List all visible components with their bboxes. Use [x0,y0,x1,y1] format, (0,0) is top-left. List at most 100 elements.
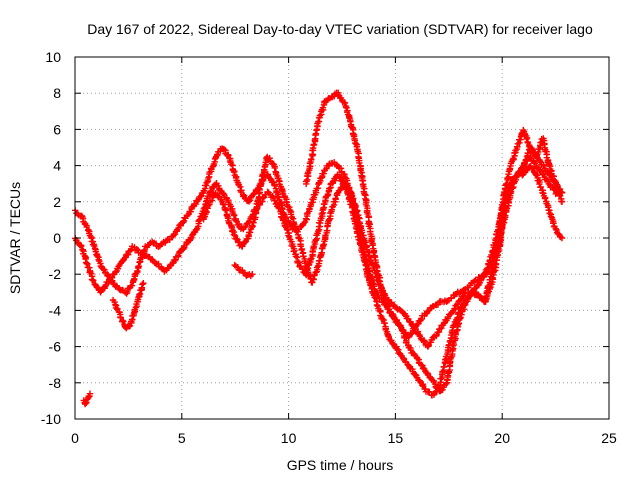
data-point [180,245,187,253]
axis-ticks: 0 5 10 15 20 25 -10 -8 -6 -4 -2 0 2 4 6 8 10 [41,49,617,446]
data-point [391,314,398,322]
data-point [284,203,292,210]
data-point [170,232,177,239]
x-tick-label: 15 [388,430,404,446]
data-point [249,271,256,278]
y-tick-label: 6 [53,121,61,137]
data-point [245,198,253,205]
data-point [373,301,381,309]
data-point [112,269,120,276]
data-point [371,294,378,301]
data-point [503,180,510,187]
data-point [85,227,92,234]
data-point [222,207,230,214]
data-point [220,201,227,208]
data-point [292,253,300,260]
data-point [208,197,216,204]
y-tick-label: 4 [53,158,61,174]
data-point [112,304,120,312]
data-point [536,180,543,188]
data-point [133,246,140,253]
data-point [486,276,494,284]
data-point [536,157,544,165]
data-point [94,252,101,260]
data-point [358,248,366,255]
data-point [300,220,307,227]
data-point [291,247,298,255]
data-point [285,232,292,239]
data-point [523,135,530,143]
data-point [556,185,564,193]
data-point [388,337,395,344]
data-point [78,242,85,250]
data-point [248,222,256,229]
data-point [230,168,238,176]
data-point [389,340,397,348]
chart-title: Day 167 of 2022, Sidereal Day-to-day VTE… [87,21,593,37]
data-point [484,265,491,272]
data-point [442,380,450,388]
data-point [78,212,85,220]
data-point [271,164,278,172]
x-tick-label: 25 [601,430,617,446]
y-tick-label: 0 [53,230,61,246]
y-tick-label: -4 [49,302,62,318]
data-point [135,262,142,270]
y-tick-label: 8 [53,85,61,101]
data-point [200,214,207,222]
data-point [101,283,109,290]
data-point [558,198,566,205]
data-point [134,267,141,275]
data-point [205,174,212,182]
data-point [220,191,228,198]
y-tick-label: -2 [49,266,62,282]
data-point [355,236,362,243]
data-point [318,210,325,218]
data-point [381,320,388,327]
data-point [349,196,357,204]
data-point [383,302,391,309]
data-point [86,390,94,397]
data-point [275,204,282,212]
data-point [120,318,127,325]
data-point [417,317,424,324]
y-tick-label: 10 [45,49,61,65]
data-point [308,155,315,163]
data-point [326,185,333,192]
data-point [460,302,468,310]
data-point [101,266,108,274]
data-points [71,89,566,408]
data-point [387,308,394,316]
data-point [402,312,409,319]
data-point [375,277,383,284]
data-point [471,278,478,285]
data-point [197,193,204,200]
data-point [552,225,559,232]
data-point [379,315,386,323]
data-point [90,277,97,284]
data-point [128,282,136,289]
data-point [100,265,107,273]
data-point [420,364,427,372]
data-point [232,217,239,224]
data-point [220,146,228,153]
x-tick-label: 5 [178,430,186,446]
data-point [266,155,273,162]
data-point [219,189,227,197]
data-point [529,165,537,172]
data-point [230,231,238,238]
data-point [310,275,317,283]
data-point [221,206,229,213]
data-point [295,259,303,266]
data-point [242,223,249,231]
data-point [246,229,254,236]
data-point [541,195,549,202]
data-point [440,363,447,370]
data-point [481,296,489,304]
y-axis-label: SDTVAR / TECUs [7,182,23,294]
data-point [83,399,90,406]
data-point [125,323,133,330]
data-point [225,152,232,159]
y-tick-label: 2 [53,194,61,210]
y-tick-label: -8 [49,375,62,391]
